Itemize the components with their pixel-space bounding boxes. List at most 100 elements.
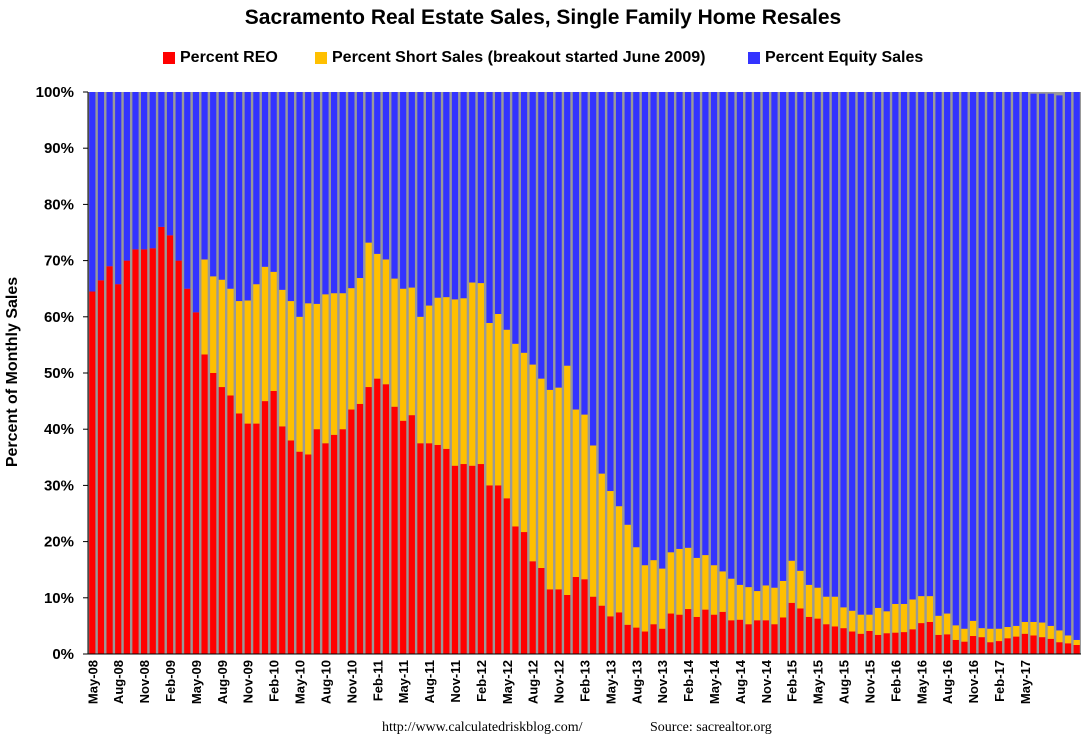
bar-short-sales [451,299,459,466]
bar-equity-sales [460,92,467,299]
bar-short-sales [1073,639,1080,646]
bar-equity-sales [1064,92,1072,636]
bar-reo [866,630,873,654]
bar-short-sales [305,303,312,455]
bar-reo [400,420,407,654]
x-tick-label: Feb-17 [992,660,1007,702]
bar-equity-sales [728,92,735,579]
bar-equity-sales [434,92,441,298]
y-tick-label: 30% [44,477,74,494]
bar-reo [261,401,269,654]
bar-reo [667,613,674,654]
bar-equity-sales [1056,95,1063,631]
bar-equity-sales [1039,93,1046,623]
bar-reo [969,636,977,654]
x-tick-label: May-14 [707,659,722,704]
bar-short-sales [218,279,225,388]
bar-equity-sales [1073,92,1080,640]
x-tick-label: May-11 [396,660,411,703]
bar-equity-sales [667,92,674,553]
bar-equity-sales [495,92,502,314]
x-tick-label: Feb-12 [474,660,489,702]
bar-equity-sales [408,92,415,288]
bar-reo [365,387,372,654]
bar-short-sales [779,580,787,618]
bar-short-sales [460,298,467,465]
bar-short-sales [512,343,519,527]
bar-reo [408,415,415,654]
bar-reo [909,629,916,654]
bar-reo [227,395,234,654]
bar-reo [520,532,528,654]
y-tick-label: 50% [44,365,74,382]
bar-reo [1013,636,1020,654]
x-tick-label: Nov-15 [862,660,877,703]
bar-equity-sales [693,92,700,558]
bar-equity-sales [97,92,105,281]
bar-equity-sales [952,92,959,626]
bar-reo [503,498,510,654]
bar-equity-sales [779,92,787,581]
bar-reo [944,634,951,654]
bar-equity-sales [313,92,320,304]
bar-short-sales [849,610,856,632]
bar-reo [978,637,985,654]
bar-equity-sales [831,92,839,597]
bar-reo [693,616,700,654]
bar-reo [192,312,200,654]
chart-title: Sacramento Real Estate Sales, Single Fam… [244,6,842,29]
bar-reo [754,620,761,654]
bar-short-sales [356,278,364,404]
legend-item-short-sales: Percent Short Sales (breakout started Ju… [315,49,705,67]
bar-reo [495,485,502,654]
bar-equity-sales [607,92,614,492]
bar-short-sales [581,414,588,580]
x-tick-label: Feb-13 [578,660,593,702]
bar-short-sales [805,584,813,617]
bar-equity-sales [261,92,269,267]
bar-short-sales [1030,621,1037,636]
bar-short-sales [961,628,968,642]
bar-short-sales [1039,622,1046,638]
bar-reo [874,634,882,654]
bar-equity-sales [356,92,364,279]
bar-short-sales [477,283,484,465]
bar-short-sales [624,524,631,625]
bar-reo [348,409,355,654]
bar-equity-sales [840,92,847,608]
legend-label-equity-sales: Percent Equity Sales [765,49,924,66]
bar-equity-sales [538,92,545,379]
bar-reo [745,624,752,654]
bar-short-sales [719,571,726,612]
bar-short-sales [918,596,925,624]
y-tick-label: 60% [44,309,74,326]
bar-short-sales [236,301,243,414]
legend-item-reo: Percent REO [163,49,278,67]
legend-swatch-equity-sales [748,52,760,64]
bar-reo [305,454,312,654]
bar-short-sales [270,271,277,391]
bar-equity-sales [149,92,156,249]
bar-reo [564,594,571,654]
bar-equity-sales [849,92,856,611]
bar-short-sales [313,303,320,430]
bar-reo [892,632,899,654]
bar-reo [676,614,683,654]
bar-reo [987,642,994,654]
bar-equity-sales [106,92,113,267]
bar-short-sales [926,596,933,622]
bar-equity-sales [857,92,864,615]
bar-reo [598,605,605,654]
bar-reo [702,609,709,654]
bar-equity-sales [900,92,908,604]
bar-short-sales [788,560,795,603]
bar-reo [797,608,804,654]
bar-reo [728,620,735,654]
bar-reo [624,624,631,654]
bar-reo [538,568,545,654]
bar-equity-sales [253,92,260,285]
bar-short-sales [840,607,847,629]
bar-reo [158,226,165,654]
bar-equity-sales [874,92,882,608]
bar-short-sales [572,409,579,578]
